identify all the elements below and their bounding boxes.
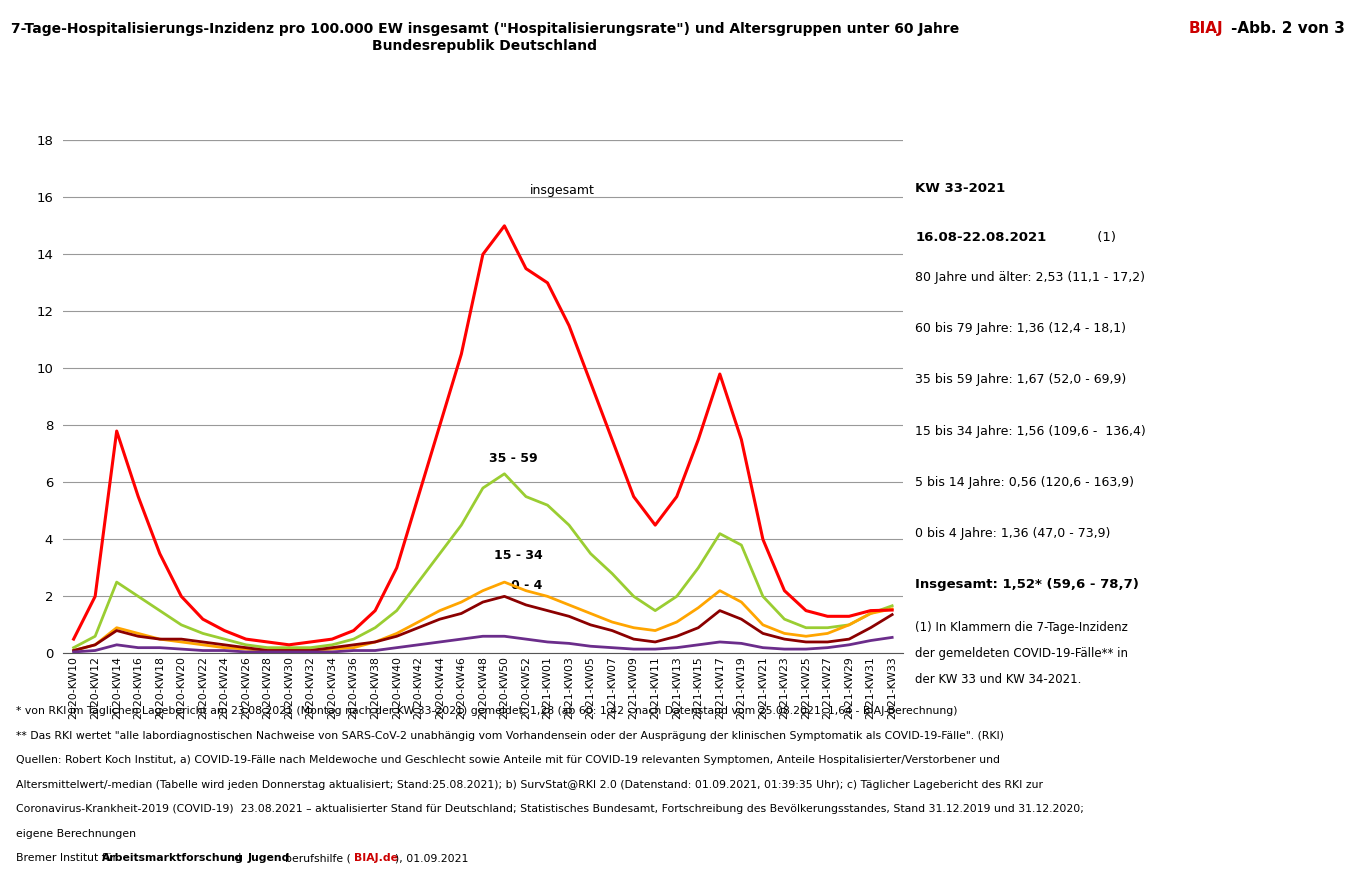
Text: BIAJ.de: BIAJ.de — [354, 853, 398, 863]
Text: Bundesrepublik Deutschland: Bundesrepublik Deutschland — [373, 39, 597, 53]
Text: 0 - 4: 0 - 4 — [511, 579, 542, 592]
Text: 15 - 34: 15 - 34 — [493, 549, 542, 562]
Text: 15 bis 34 Jahre: 1,56 (109,6 -  136,4): 15 bis 34 Jahre: 1,56 (109,6 - 136,4) — [915, 424, 1146, 438]
Text: 80 Jahre und älter: 2,53 (11,1 - 17,2): 80 Jahre und älter: 2,53 (11,1 - 17,2) — [915, 271, 1145, 283]
Text: 35 bis 59 Jahre: 1,67 (52,0 - 69,9): 35 bis 59 Jahre: 1,67 (52,0 - 69,9) — [915, 374, 1127, 386]
Text: Jugend: Jugend — [247, 853, 290, 863]
Text: Insgesamt: 1,52* (59,6 - 78,7): Insgesamt: 1,52* (59,6 - 78,7) — [915, 579, 1139, 591]
Text: Altersmittelwert/-median (Tabelle wird jeden Donnerstag aktualisiert; Stand:25.0: Altersmittelwert/-median (Tabelle wird j… — [16, 780, 1044, 789]
Text: -Abb. 2 von 3: -Abb. 2 von 3 — [1231, 21, 1344, 36]
Text: ** Das RKI wertet "alle labordiagnostischen Nachweise von SARS-CoV-2 unabhängig : ** Das RKI wertet "alle labordiagnostisc… — [16, 731, 1004, 740]
Text: berufshilfe (: berufshilfe ( — [285, 853, 351, 863]
Text: * von RKI im Täglichen Lagebericht am 23.08.2021 (Montag nach der KW 33-2021) ge: * von RKI im Täglichen Lagebericht am 23… — [16, 706, 958, 716]
Text: Arbeitsmarktforschung: Arbeitsmarktforschung — [102, 853, 245, 863]
Text: 7-Tage-Hospitalisierungs-Inzidenz pro 100.000 EW insgesamt ("Hospitalisierungsra: 7-Tage-Hospitalisierungs-Inzidenz pro 10… — [11, 22, 959, 36]
Text: und: und — [217, 853, 245, 863]
Text: 0 bis 4 Jahre: 1,36 (47,0 - 73,9): 0 bis 4 Jahre: 1,36 (47,0 - 73,9) — [915, 527, 1111, 540]
Text: 35 - 59: 35 - 59 — [489, 453, 538, 465]
Text: 16.08-22.08.2021: 16.08-22.08.2021 — [915, 231, 1046, 244]
Text: ), 01.09.2021: ), 01.09.2021 — [395, 853, 469, 863]
Text: insgesamt: insgesamt — [530, 184, 596, 197]
Text: (1): (1) — [1093, 231, 1116, 244]
Text: 60 bis 79 Jahre: 1,36 (12,4 - 18,1): 60 bis 79 Jahre: 1,36 (12,4 - 18,1) — [915, 322, 1126, 335]
Text: eigene Berechnungen: eigene Berechnungen — [16, 829, 137, 838]
Text: BIAJ: BIAJ — [1188, 21, 1223, 36]
Text: der KW 33 und KW 34-2021.: der KW 33 und KW 34-2021. — [915, 673, 1082, 686]
Text: Bremer Institut für: Bremer Institut für — [16, 853, 122, 863]
Text: (1) In Klammern die 7-Tage-Inzidenz: (1) In Klammern die 7-Tage-Inzidenz — [915, 621, 1128, 634]
Text: 5 bis 14 Jahre: 0,56 (120,6 - 163,9): 5 bis 14 Jahre: 0,56 (120,6 - 163,9) — [915, 476, 1134, 488]
Text: der gemeldeten COVID-19-Fälle** in: der gemeldeten COVID-19-Fälle** in — [915, 647, 1128, 660]
Text: Quellen: Robert Koch Institut, a) COVID-19-Fälle nach Meldewoche und Geschlecht : Quellen: Robert Koch Institut, a) COVID-… — [16, 755, 1000, 765]
Text: KW 33-2021: KW 33-2021 — [915, 182, 1005, 196]
Text: Coronavirus-Krankheit-2019 (COVID-19)  23.08.2021 – aktualisierter Stand für Deu: Coronavirus-Krankheit-2019 (COVID-19) 23… — [16, 804, 1085, 814]
